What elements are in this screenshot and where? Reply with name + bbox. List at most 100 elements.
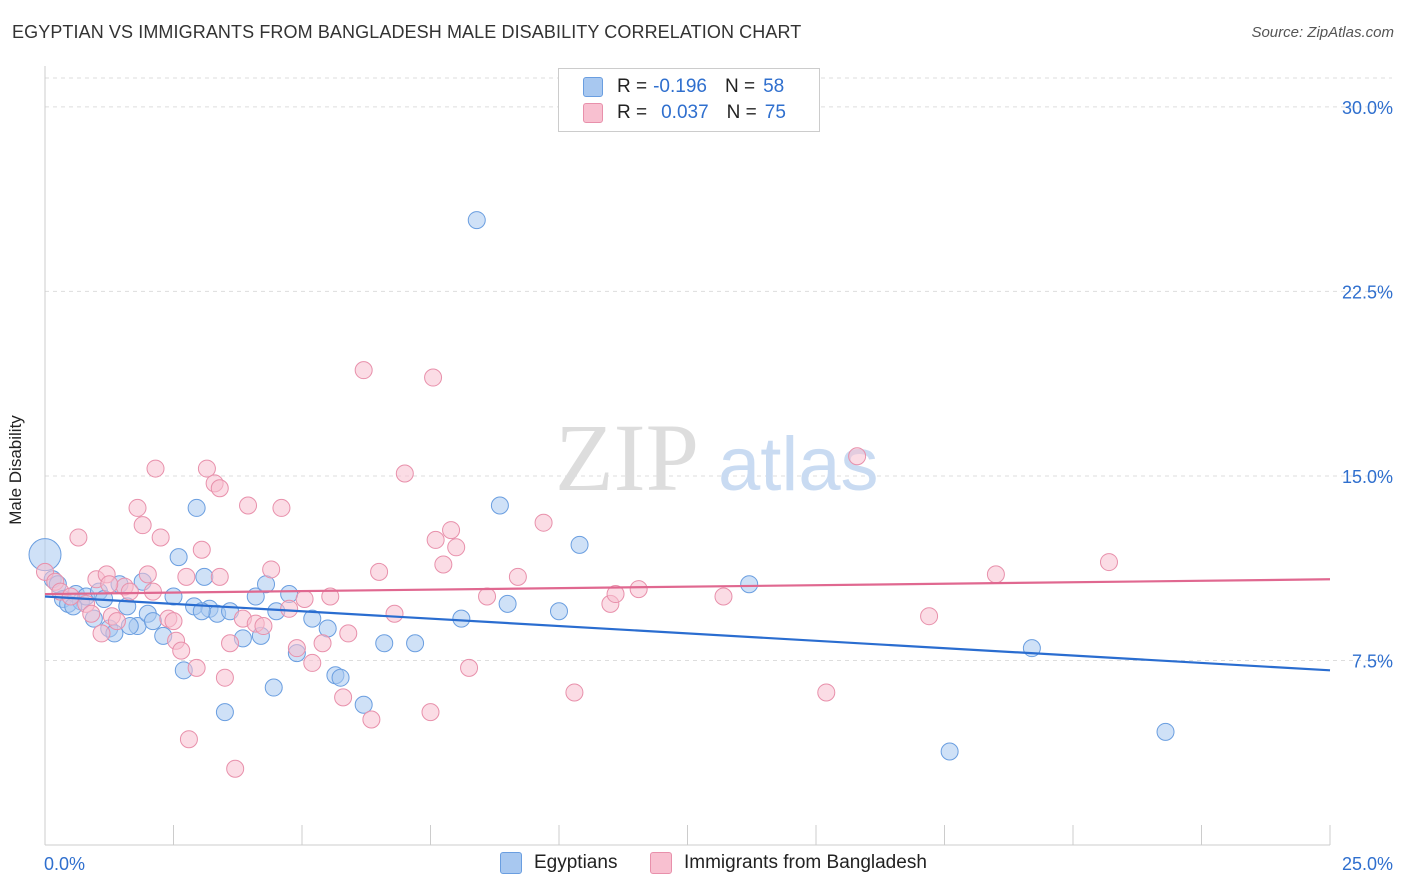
point-1-55 (434, 555, 453, 574)
legend-item-egyptians[interactable]: Egyptians (500, 852, 617, 874)
point-0-56 (264, 678, 283, 697)
point-1-8 (92, 624, 111, 643)
point-1-19 (151, 528, 170, 547)
point-1-60 (508, 567, 527, 586)
point-1-48 (354, 361, 373, 380)
point-1-11 (107, 612, 126, 631)
point-1-38 (262, 560, 281, 579)
point-0-18 (143, 612, 162, 631)
point-1-4 (69, 528, 88, 547)
trendline-0 (44, 595, 1331, 672)
point-1-30 (210, 567, 229, 586)
point-1-16 (138, 565, 157, 584)
point-1-72 (424, 368, 443, 387)
point-0-55 (331, 668, 350, 687)
point-0-21 (169, 548, 188, 567)
legend-swatch-egyptians (500, 852, 522, 874)
point-1-25 (179, 730, 198, 749)
point-1-52 (395, 464, 414, 483)
legend-item-bangladesh[interactable]: Immigrants from Bangladesh (650, 852, 927, 874)
series-legend: Egyptians Immigrants from Bangladesh (0, 852, 1406, 878)
point-1-14 (128, 498, 147, 517)
point-1-59 (478, 587, 497, 606)
point-1-17 (143, 582, 162, 601)
series-1 (36, 361, 1118, 778)
y-axis-label: Male Disability (6, 415, 25, 525)
grid-lines (45, 77, 1392, 661)
point-1-26 (187, 658, 206, 677)
point-1-68 (848, 447, 867, 466)
y-tick-label-2: 22.5% (1342, 282, 1393, 302)
point-1-24 (177, 567, 196, 586)
point-0-51 (940, 742, 959, 761)
point-1-53 (421, 703, 440, 722)
point-1-37 (254, 617, 273, 636)
point-1-3 (61, 587, 80, 606)
point-0-45 (498, 594, 517, 613)
legend-r-label: R = (617, 76, 648, 97)
point-1-51 (385, 604, 404, 623)
legend-label-egyptians: Egyptians (534, 852, 618, 873)
point-1-32 (221, 634, 240, 653)
point-1-27 (192, 540, 211, 559)
y-tick-label-1: 15.0% (1342, 467, 1393, 487)
point-1-49 (362, 710, 381, 729)
point-1-66 (714, 587, 733, 606)
point-1-6 (82, 604, 101, 623)
point-0-23 (187, 498, 206, 517)
point-1-35 (239, 496, 258, 515)
point-1-74 (100, 575, 119, 594)
chart-title: EGYPTIAN VS IMMIGRANTS FROM BANGLADESH M… (12, 22, 802, 42)
point-1-23 (172, 641, 191, 660)
legend-r-label: R = (617, 102, 648, 123)
point-1-69 (920, 607, 939, 626)
point-1-50 (370, 562, 389, 581)
legend-r-value: 0.037 (661, 102, 709, 123)
point-1-18 (146, 459, 165, 478)
trendline-1 (44, 578, 1331, 596)
axes (44, 66, 1331, 846)
point-1-33 (226, 759, 245, 778)
point-1-57 (447, 538, 466, 557)
series-0 (28, 211, 1175, 761)
point-0-48 (740, 575, 759, 594)
point-1-47 (339, 624, 358, 643)
series-layer (28, 211, 1175, 778)
source-credit: Source: ZipAtlas.com (1251, 24, 1394, 41)
legend-r-value: -0.196 (653, 76, 707, 97)
point-1-44 (313, 634, 332, 653)
watermark: ZIP atlas (555, 404, 879, 511)
point-0-41 (406, 634, 425, 653)
point-1-46 (334, 688, 353, 707)
point-1-31 (215, 668, 234, 687)
point-1-13 (120, 582, 139, 601)
point-1-39 (272, 498, 291, 517)
watermark-atlas: atlas (718, 422, 879, 507)
y-tick-label-3: 30.0% (1342, 98, 1393, 118)
legend-n-value: 58 (763, 76, 785, 97)
point-1-43 (303, 653, 322, 672)
point-1-73 (210, 479, 229, 498)
legend-label-bangladesh: Immigrants from Bangladesh (684, 852, 927, 873)
point-1-40 (280, 599, 299, 618)
point-1-28 (197, 459, 216, 478)
point-1-42 (295, 589, 314, 608)
point-1-21 (164, 612, 183, 631)
x-tick-label-1: 25.0% (1342, 854, 1393, 874)
trend-layer (44, 578, 1331, 672)
tick-labels: 7.5% 15.0% 22.5% 30.0% 0.0% 25.0% (44, 98, 1393, 874)
point-0-57 (192, 602, 211, 621)
point-1-62 (565, 683, 584, 702)
legend-row-bangladesh: R = 0.037 N = 75 (583, 101, 786, 125)
watermark-zip: ZIP (555, 404, 699, 511)
legend-swatch-egyptians (583, 77, 603, 97)
point-1-15 (133, 516, 152, 535)
point-0-43 (467, 211, 486, 230)
legend-n-value: 75 (764, 102, 786, 123)
point-0-39 (354, 695, 373, 714)
legend-n-label: N = (726, 102, 757, 123)
y-tick-label-0: 7.5% (1352, 651, 1393, 671)
point-0-36 (303, 609, 322, 628)
point-0-42 (452, 609, 471, 628)
